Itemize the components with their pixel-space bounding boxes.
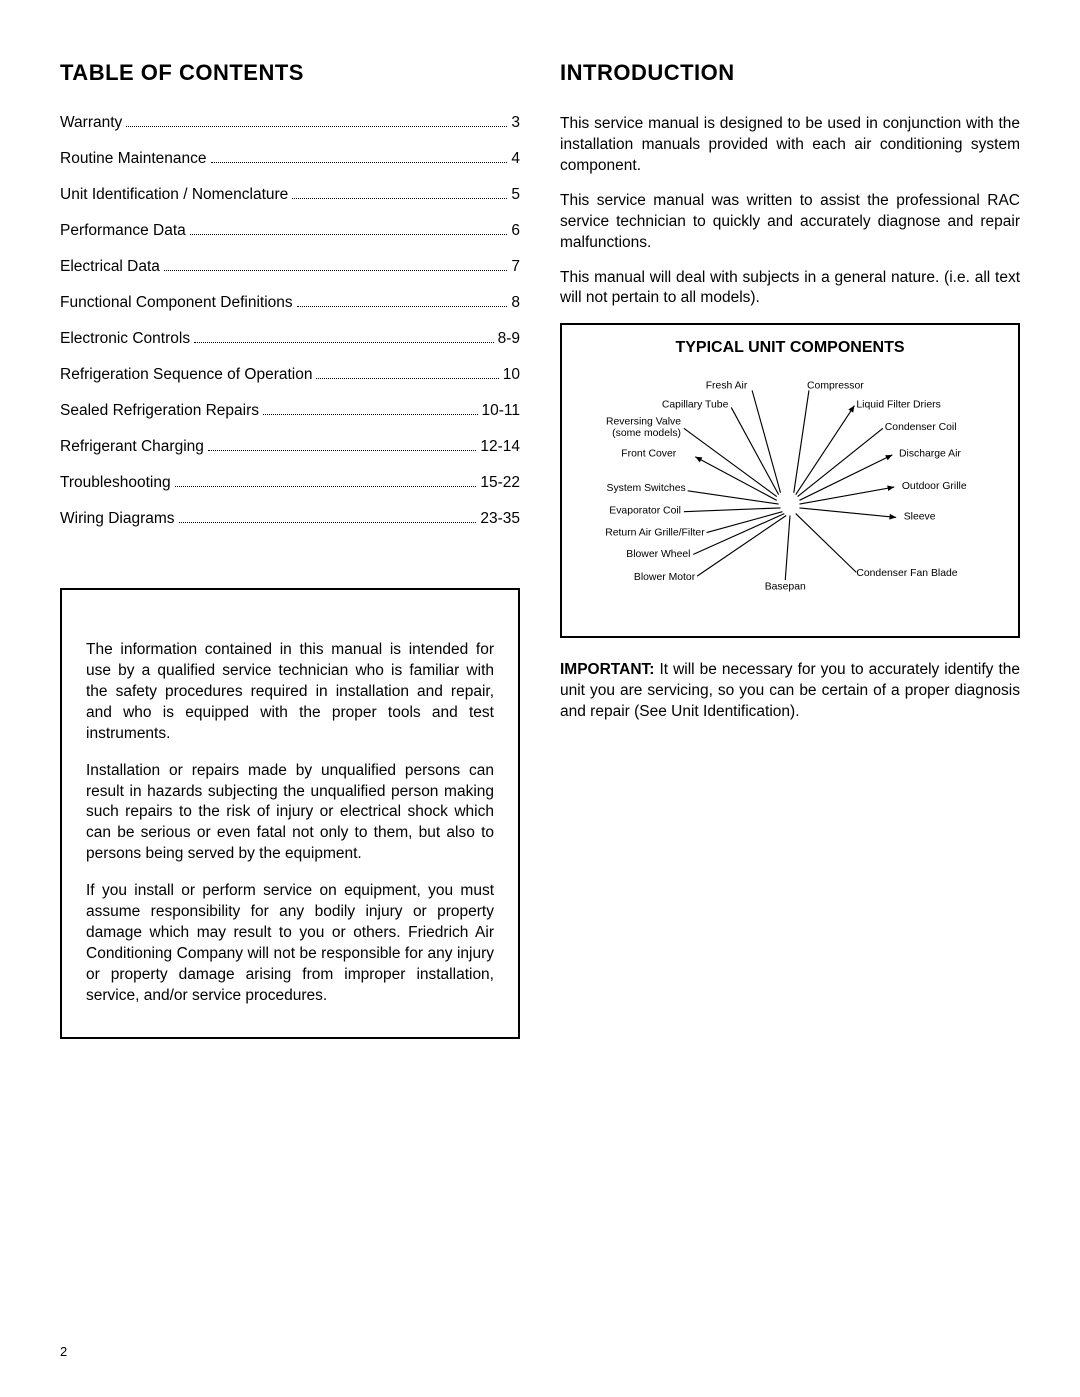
toc-title: Electrical Data <box>60 258 160 276</box>
toc-title: Refrigeration Sequence of Operation <box>60 366 312 384</box>
svg-text:Return Air Grille/Filter: Return Air Grille/Filter <box>605 528 705 539</box>
toc-leader <box>179 522 477 523</box>
toc-row: Warranty 3 <box>60 114 520 132</box>
toc-leader <box>175 486 477 487</box>
svg-text:Condenser Coil: Condenser Coil <box>885 423 957 434</box>
toc-page: 3 <box>511 114 520 132</box>
toc-title: Functional Component Definitions <box>60 294 293 312</box>
toc-leader <box>297 306 508 307</box>
toc-list: Warranty 3 Routine Maintenance 4 Unit Identi… <box>60 114 520 528</box>
toc-leader <box>208 450 476 451</box>
intro-p3: This manual will deal with subjects in a… <box>560 268 1020 310</box>
warning-p3: If you install or perform service on equ… <box>86 881 494 1007</box>
toc-leader <box>190 234 508 235</box>
svg-text:(some models): (some models) <box>612 428 681 439</box>
toc-leader <box>263 414 477 415</box>
svg-text:Reversing Valve: Reversing Valve <box>606 417 681 428</box>
toc-heading: TABLE OF CONTENTS <box>60 60 520 86</box>
toc-row: Routine Maintenance 4 <box>60 150 520 168</box>
toc-page: 12-14 <box>480 438 520 456</box>
left-column: TABLE OF CONTENTS Warranty 3 Routine Maint… <box>60 60 520 1039</box>
intro-p1: This service manual is designed to be us… <box>560 114 1020 177</box>
toc-title: Sealed Refrigeration Repairs <box>60 402 259 420</box>
toc-row: Functional Component Definitions 8 <box>60 294 520 312</box>
svg-text:Compressor: Compressor <box>807 381 864 392</box>
toc-row: Sealed Refrigeration Repairs 10-11 <box>60 402 520 420</box>
toc-page: 23-35 <box>480 510 520 528</box>
toc-leader <box>211 162 508 163</box>
svg-text:Condenser Fan Blade: Condenser Fan Blade <box>856 569 957 580</box>
toc-page: 15-22 <box>480 474 520 492</box>
svg-text:Front Cover: Front Cover <box>621 449 676 460</box>
important-label: IMPORTANT: <box>560 661 654 678</box>
toc-page: 10 <box>503 366 520 384</box>
svg-text:Fresh Air: Fresh Air <box>706 381 748 392</box>
diagram-title: TYPICAL UNIT COMPONENTS <box>572 339 1008 357</box>
warning-p1: The information contained in this manual… <box>86 640 494 745</box>
toc-page: 7 <box>511 258 520 276</box>
toc-page: 8-9 <box>498 330 520 348</box>
toc-page: 8 <box>511 294 520 312</box>
svg-text:Outdoor Grille: Outdoor Grille <box>902 481 967 492</box>
svg-text:Liquid Filter Driers: Liquid Filter Driers <box>856 400 940 411</box>
toc-leader <box>292 198 507 199</box>
toc-row: Performance Data 6 <box>60 222 520 240</box>
svg-text:Sleeve: Sleeve <box>904 512 936 523</box>
toc-page: 10-11 <box>482 402 521 420</box>
toc-page: 6 <box>511 222 520 240</box>
toc-title: Warranty <box>60 114 122 132</box>
toc-leader <box>126 126 507 127</box>
page-number: 2 <box>60 1344 67 1359</box>
toc-title: Refrigerant Charging <box>60 438 204 456</box>
toc-leader <box>164 270 507 271</box>
toc-leader <box>316 378 498 379</box>
svg-text:Blower Wheel: Blower Wheel <box>626 550 690 561</box>
svg-text:Basepan: Basepan <box>765 582 806 593</box>
svg-text:System Switches: System Switches <box>607 483 686 494</box>
svg-text:Blower Motor: Blower Motor <box>634 572 696 583</box>
svg-text:Discharge Air: Discharge Air <box>899 449 961 460</box>
components-diagram-box: TYPICAL UNIT COMPONENTS Fresh Air Capilla… <box>560 323 1020 638</box>
toc-row: Electronic Controls 8-9 <box>60 330 520 348</box>
toc-page: 5 <box>511 186 520 204</box>
warning-p2: Installation or repairs made by unqualif… <box>86 761 494 866</box>
svg-text:Evaporator Coil: Evaporator Coil <box>609 506 681 517</box>
toc-row: Electrical Data 7 <box>60 258 520 276</box>
toc-leader <box>194 342 494 343</box>
right-column: INTRODUCTION This service manual is desi… <box>560 60 1020 1039</box>
toc-row: Unit Identification / Nomenclature 5 <box>60 186 520 204</box>
toc-page: 4 <box>511 150 520 168</box>
toc-title: Wiring Diagrams <box>60 510 175 528</box>
toc-row: Refrigerant Charging 12-14 <box>60 438 520 456</box>
svg-text:Capillary Tube: Capillary Tube <box>662 400 729 411</box>
toc-row: Troubleshooting 15-22 <box>60 474 520 492</box>
toc-row: Refrigeration Sequence of Operation 10 <box>60 366 520 384</box>
toc-title: Unit Identification / Nomenclature <box>60 186 288 204</box>
intro-p2: This service manual was written to assis… <box>560 191 1020 254</box>
important-note: IMPORTANT: It will be necessary for you … <box>560 660 1020 723</box>
warning-box: The information contained in this manual… <box>60 588 520 1039</box>
toc-title: Troubleshooting <box>60 474 171 492</box>
toc-title: Electronic Controls <box>60 330 190 348</box>
components-diagram: Fresh Air Capillary Tube Reversing Valve(s… <box>572 363 1008 613</box>
toc-title: Performance Data <box>60 222 186 240</box>
intro-heading: INTRODUCTION <box>560 60 1020 86</box>
toc-title: Routine Maintenance <box>60 150 207 168</box>
toc-row: Wiring Diagrams 23-35 <box>60 510 520 528</box>
